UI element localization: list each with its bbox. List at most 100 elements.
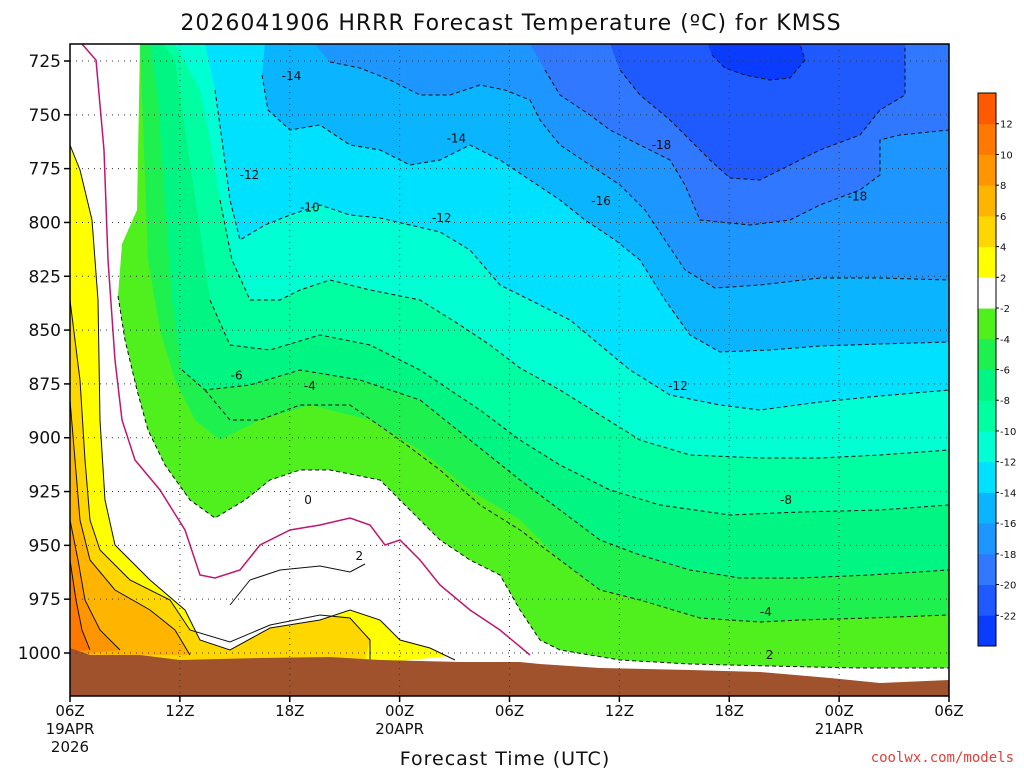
colorbar-swatch — [978, 430, 996, 463]
colorbar-tick-label: -6 — [1000, 366, 1010, 377]
colorbar-swatch — [978, 246, 996, 278]
band-deep-blue — [610, 44, 905, 180]
contour-neg-6 — [181, 369, 949, 579]
colorbar-swatch — [978, 400, 996, 432]
contour-label: -18 — [652, 138, 672, 152]
contour-label: -4 — [760, 605, 772, 619]
colorbar-swatch — [978, 553, 996, 586]
band-white-gap — [80, 44, 540, 662]
colorbar-tick-label: -2 — [1000, 304, 1010, 315]
x-tick-label: 12Z — [165, 702, 194, 720]
x-tick-label: 06Z — [934, 702, 963, 720]
contour-zero — [81, 44, 531, 656]
colorbar-swatch — [978, 523, 996, 555]
contour-neg-18 — [544, 69, 949, 226]
y-tick-label: 950 — [29, 536, 61, 556]
colorbar-swatch — [978, 461, 996, 493]
contour-neg-10 — [219, 199, 949, 459]
y-tick-label: 725 — [29, 52, 61, 72]
colorbar-tick-label: -4 — [1000, 335, 1010, 346]
contour-label: -8 — [780, 493, 792, 507]
x-axis-label: Forecast Time (UTC) — [400, 748, 610, 768]
contour-label: -16 — [591, 194, 611, 208]
contour-label: 0 — [304, 493, 312, 507]
contour-label: -12 — [432, 211, 452, 225]
y-tick-label: 750 — [29, 106, 61, 126]
y-axis: 725 750 775 800 825 850 875 900 925 950 975 1000 — [18, 52, 70, 664]
colorbar-tick-label: 12 — [1000, 120, 1013, 131]
x-tick-label: 06Z — [495, 702, 524, 720]
x-tick-label: 18Z — [715, 702, 744, 720]
y-tick-label: 925 — [29, 483, 61, 503]
x-tick-date: 21APR — [815, 720, 864, 738]
colorbar-swatch — [978, 154, 996, 186]
temperature-bands — [70, 44, 949, 668]
y-tick-label: 900 — [29, 429, 61, 449]
colorbar-tick-label: -22 — [1000, 611, 1016, 622]
colorbar-tick-label: -8 — [1000, 396, 1010, 407]
band-warm-orange-3 — [70, 560, 90, 652]
contour-neg-22 — [711, 44, 806, 81]
y-tick-label: 775 — [29, 160, 61, 180]
colorbar-tick-label: 8 — [1000, 181, 1006, 192]
terrain — [70, 648, 949, 696]
plot-area: -14 -14 -18 -12 -16 -10 -12 -18 -6 -4 -12 0 -8 2 -4 2 — [70, 44, 949, 696]
negative-contours — [117, 44, 949, 669]
x-tick-date: 19APR — [46, 720, 95, 738]
contour-pos-8 — [70, 519, 121, 651]
x-tick-label: 06Z — [55, 702, 84, 720]
contour-label: -14 — [282, 69, 302, 83]
colorbar-tick-label: -20 — [1000, 581, 1016, 592]
colorbar-swatch — [978, 277, 996, 309]
colorbar-tick-label: -12 — [1000, 458, 1016, 469]
contour-label: -6 — [231, 368, 243, 382]
contour-label: -12 — [668, 379, 688, 393]
grid — [70, 44, 949, 696]
contour-neg-20 — [619, 44, 906, 181]
band-warm-orange — [70, 400, 190, 655]
contour-label: -12 — [240, 168, 260, 182]
x-tick-label: 00Z — [385, 702, 414, 720]
contour-neg-12 — [214, 89, 949, 411]
x-tick-year: 2026 — [51, 738, 89, 756]
colorbar-tick-label: 4 — [1000, 243, 1006, 254]
contour-neg-8 — [209, 299, 949, 516]
contour-neg-14 — [261, 74, 949, 353]
colorbar-swatch — [978, 584, 996, 616]
x-tick-date: 20APR — [375, 720, 424, 738]
colorbar-swatch — [978, 185, 996, 217]
colorbar-tick-label: -18 — [1000, 550, 1016, 561]
contour-label: -4 — [304, 379, 316, 393]
contour-pos-2b — [229, 563, 366, 606]
x-tick-label: 12Z — [605, 702, 634, 720]
contour-label: 2 — [766, 648, 774, 662]
colorbar-tick-label: 6 — [1000, 212, 1006, 223]
y-tick-label: 1000 — [18, 644, 61, 664]
colorbar-tick-label: -10 — [1000, 427, 1016, 438]
band-darkest-blue — [708, 44, 805, 80]
x-tick-label: 00Z — [824, 702, 853, 720]
colorbar-tick-label: 2 — [1000, 273, 1006, 284]
colorbar-swatch — [978, 369, 996, 401]
colorbar-swatch — [978, 338, 996, 370]
colorbar-swatch — [978, 308, 996, 340]
colorbar-swatch — [978, 215, 996, 248]
contour-label: -18 — [848, 190, 868, 204]
colorbar-swatch — [978, 93, 996, 125]
y-tick-label: 800 — [29, 213, 61, 233]
colorbar-tick-label: 10 — [1000, 150, 1013, 161]
contour-pos-2 — [70, 144, 456, 661]
colorbar-swatch — [978, 492, 996, 524]
y-tick-label: 850 — [29, 321, 61, 341]
colorbar-tick-label: -14 — [1000, 488, 1016, 499]
contour-pos-6 — [70, 399, 191, 656]
y-tick-label: 875 — [29, 375, 61, 395]
colorbar-tick-label: -16 — [1000, 519, 1016, 530]
contour-label: 2 — [356, 549, 364, 563]
contour-neg-16 — [329, 61, 949, 289]
contour-labels: -14 -14 -18 -12 -16 -10 -12 -18 -6 -4 -12 0 -8 2 -4 2 — [231, 69, 868, 662]
chart-title: 2026041906 HRRR Forecast Temperature (ºC… — [180, 11, 841, 36]
